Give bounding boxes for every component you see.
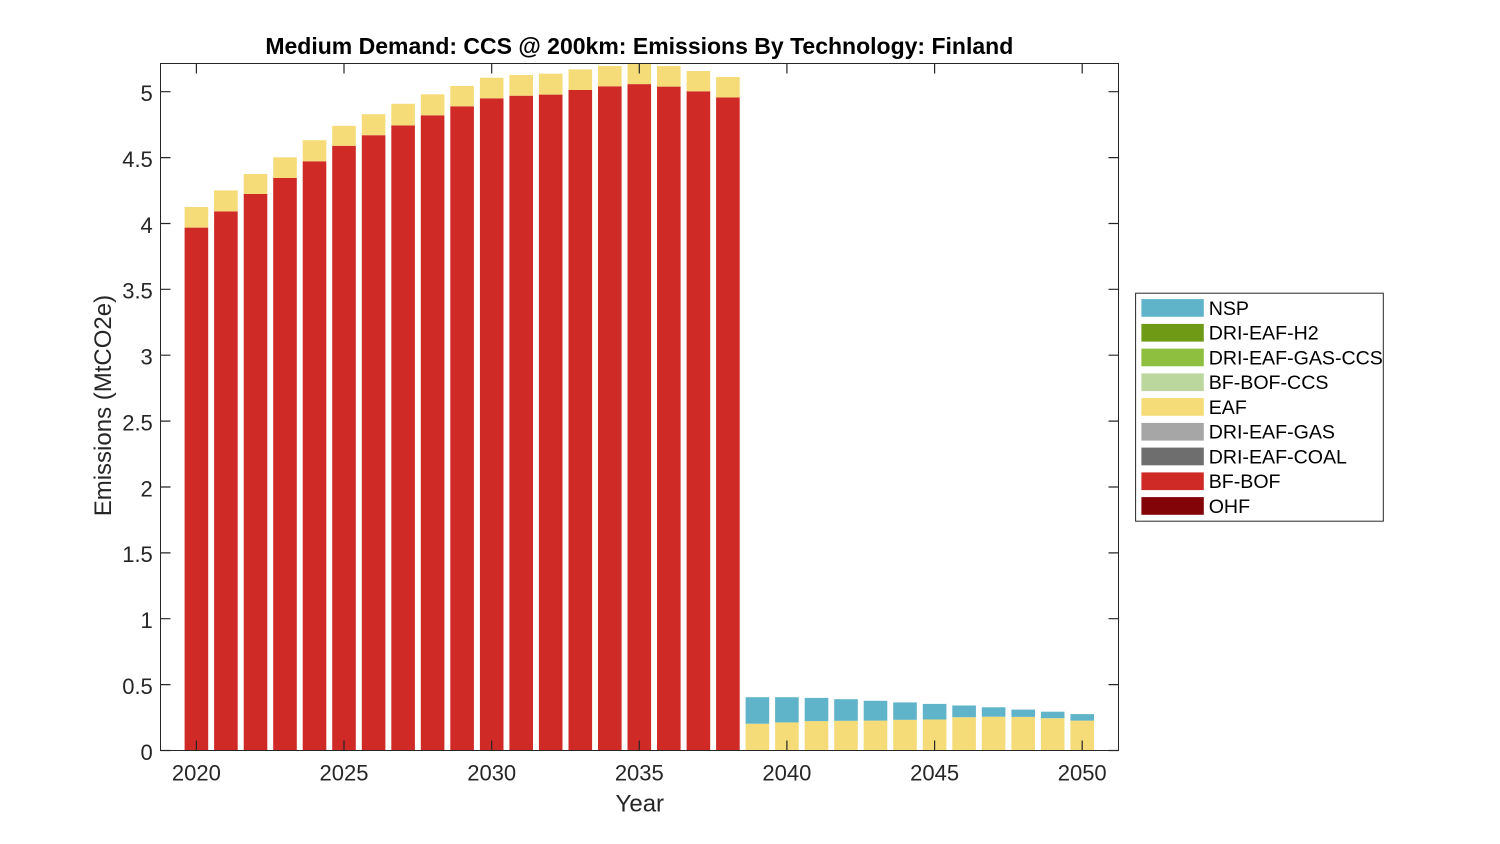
svg-text:0.5: 0.5 — [122, 674, 153, 699]
svg-text:5: 5 — [141, 81, 153, 106]
svg-text:2035: 2035 — [615, 761, 664, 786]
svg-text:EAF: EAF — [1209, 397, 1247, 419]
svg-text:DRI-EAF-GAS: DRI-EAF-GAS — [1209, 422, 1335, 444]
svg-text:BF-BOF: BF-BOF — [1209, 471, 1281, 493]
svg-text:2020: 2020 — [172, 761, 221, 786]
svg-text:DRI-EAF-H2: DRI-EAF-H2 — [1209, 323, 1319, 345]
svg-text:Year: Year — [616, 790, 665, 817]
svg-text:2: 2 — [141, 476, 153, 501]
svg-text:4.5: 4.5 — [122, 147, 153, 172]
svg-text:DRI-EAF-COAL: DRI-EAF-COAL — [1209, 446, 1347, 468]
svg-text:2030: 2030 — [467, 761, 516, 786]
svg-text:OHF: OHF — [1209, 496, 1250, 518]
svg-text:3.5: 3.5 — [122, 279, 153, 304]
svg-text:3: 3 — [141, 345, 153, 370]
svg-text:2045: 2045 — [910, 761, 959, 786]
svg-text:Emissions (MtCO2e): Emissions (MtCO2e) — [90, 295, 117, 516]
svg-text:1.5: 1.5 — [122, 542, 153, 567]
svg-text:DRI-EAF-GAS-CCS: DRI-EAF-GAS-CCS — [1209, 347, 1383, 369]
svg-text:2050: 2050 — [1058, 761, 1107, 786]
svg-text:2025: 2025 — [320, 761, 369, 786]
svg-text:NSP: NSP — [1209, 298, 1249, 320]
svg-text:BF-BOF-CCS: BF-BOF-CCS — [1209, 372, 1329, 394]
svg-text:2.5: 2.5 — [122, 410, 153, 435]
svg-text:2040: 2040 — [762, 761, 811, 786]
svg-text:1: 1 — [141, 608, 153, 633]
svg-text:Medium Demand: CCS @ 200km: Em: Medium Demand: CCS @ 200km: Emissions By… — [265, 33, 1013, 59]
svg-text:0: 0 — [141, 740, 153, 765]
svg-text:4: 4 — [141, 213, 153, 238]
